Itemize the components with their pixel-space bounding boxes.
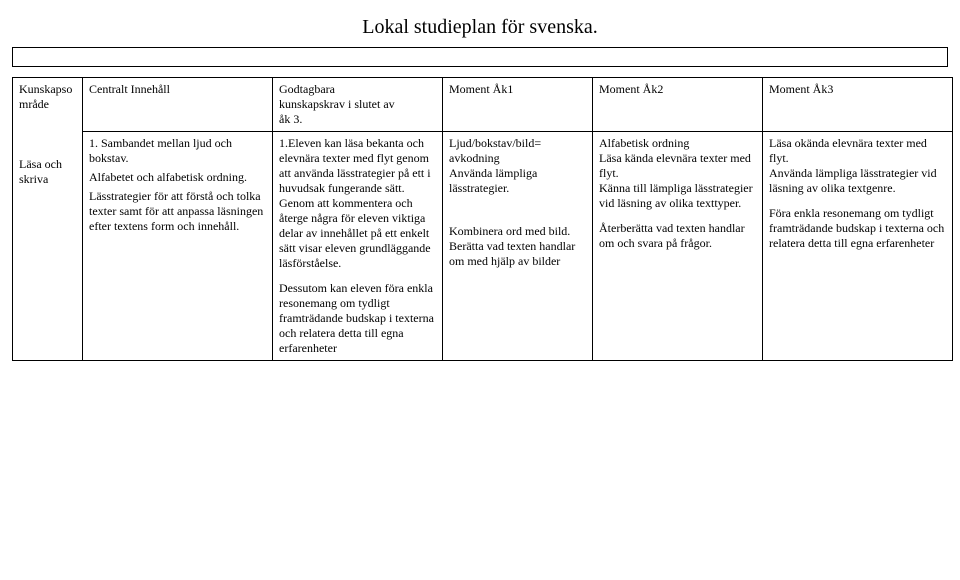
- header-col3: Moment Åk1: [443, 78, 593, 132]
- c3-p4: Berätta vad texten handlar om med hjälp …: [449, 239, 586, 269]
- c4-p3: Känna till lämpliga lässtrategier vid lä…: [599, 181, 756, 211]
- header-col0: Kunskapso mråde: [19, 82, 76, 112]
- header-col1-text: Centralt Innehåll: [89, 82, 170, 96]
- header-col2: Godtagbara kunskapskrav i slutet av åk 3…: [273, 78, 443, 132]
- header-col2-text: Godtagbara kunskapskrav i slutet av åk 3…: [279, 82, 395, 126]
- header-col4: Moment Åk2: [593, 78, 763, 132]
- c5-p1: Läsa okända elevnära texter med flyt.: [769, 136, 946, 166]
- c1-p3: Lässtrategier för att förstå och tolka t…: [89, 189, 266, 234]
- c4-p1: Alfabetisk ordning: [599, 136, 756, 151]
- table-row: Kunskapso mråde Läsa och skriva Centralt…: [13, 78, 953, 132]
- c1-p2: Alfabetet och alfabetisk ordning.: [89, 170, 266, 185]
- c5-p2: Använda lämpliga lässtrategier vid läsni…: [769, 166, 946, 196]
- c1-p1: 1. Sambandet mellan ljud och bokstav.: [89, 136, 266, 166]
- c2-p2: Dessutom kan eleven föra enkla resoneman…: [279, 281, 436, 356]
- c3-p3: Kombinera ord med bild.: [449, 224, 586, 239]
- c5-p3: Föra enkla resonemang om tydligt framträ…: [769, 206, 946, 251]
- area-label: Läsa och skriva: [19, 142, 76, 187]
- c3-p2: Använda lämpliga lässtrategier.: [449, 166, 586, 196]
- header-col4-text: Moment Åk2: [599, 82, 663, 96]
- cell-central-content: 1. Sambandet mellan ljud och bokstav. Al…: [83, 132, 273, 361]
- table-row: 1. Sambandet mellan ljud och bokstav. Al…: [13, 132, 953, 361]
- c3-p1: Ljud/bokstav/bild= avkodning: [449, 136, 586, 166]
- c4-p4: Återberätta vad texten handlar om och sv…: [599, 221, 756, 251]
- cell-area: Kunskapso mråde Läsa och skriva: [13, 78, 83, 361]
- curriculum-table: Kunskapso mråde Läsa och skriva Centralt…: [12, 77, 953, 361]
- c4-p2: Läsa kända elevnära texter med flyt.: [599, 151, 756, 181]
- c2-p1: 1.Eleven kan läsa bekanta och elevnära t…: [279, 136, 436, 271]
- header-col5-text: Moment Åk3: [769, 82, 833, 96]
- cell-moment1: Ljud/bokstav/bild= avkodning Använda läm…: [443, 132, 593, 361]
- page-title: Lokal studieplan för svenska.: [12, 16, 948, 39]
- cell-requirements: 1.Eleven kan läsa bekanta och elevnära t…: [273, 132, 443, 361]
- cell-moment3: Läsa okända elevnära texter med flyt. An…: [763, 132, 953, 361]
- header-col5: Moment Åk3: [763, 78, 953, 132]
- header-col3-text: Moment Åk1: [449, 82, 513, 96]
- cell-moment2: Alfabetisk ordning Läsa kända elevnära t…: [593, 132, 763, 361]
- empty-header-bar: [12, 47, 948, 67]
- header-col1: Centralt Innehåll: [83, 78, 273, 132]
